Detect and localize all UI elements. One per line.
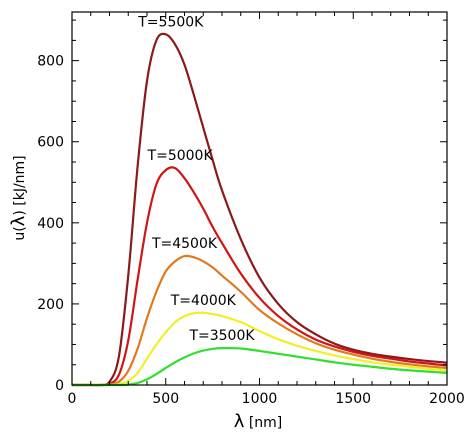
series-label-3: T=4500K [151, 236, 218, 252]
series-line-2 [72, 166, 448, 387]
series-line-4 [72, 311, 448, 387]
x-tick-label: 1000 [242, 391, 278, 407]
x-tick-label: 1500 [335, 391, 371, 407]
x-tick-label: 2000 [429, 391, 465, 407]
plot-frame [71, 11, 448, 386]
x-axis-symbol: λ [234, 411, 245, 432]
series-label-2: T=5000K [147, 148, 214, 164]
y-tick-label: 0 [55, 378, 64, 394]
y-axis-prefix: u( [12, 226, 28, 240]
x-tick-label: 500 [152, 391, 179, 407]
y-tick-label: 400 [37, 216, 64, 232]
series-label-1: T=5500K [137, 14, 204, 30]
series-line-1 [72, 32, 448, 387]
series-line-3 [72, 254, 448, 387]
y-axis-symbol: λ [8, 215, 29, 226]
y-tick-label: 200 [37, 297, 64, 313]
y-axis-label: u(λ) [kJ/nm] [8, 155, 29, 240]
series-label-4: T=4000K [170, 293, 237, 309]
axes: 0 500 1000 1500 2000 0 200 400 600 800 [37, 11, 465, 407]
x-axis-unit: [nm] [244, 415, 282, 431]
plot-area: T=5500K T=5000K T=4500K T=4000K T=3500K [72, 14, 448, 387]
x-axis-label: λ [nm] [234, 411, 283, 432]
x-tick-label: 0 [68, 391, 77, 407]
series-label-5: T=3500K [188, 328, 255, 344]
y-tick-label: 800 [37, 54, 64, 70]
y-tick-label: 600 [37, 135, 64, 151]
y-axis-suffix: ) [kJ/nm] [12, 155, 28, 215]
labels: λ [nm] u(λ) [kJ/nm] [8, 155, 282, 432]
